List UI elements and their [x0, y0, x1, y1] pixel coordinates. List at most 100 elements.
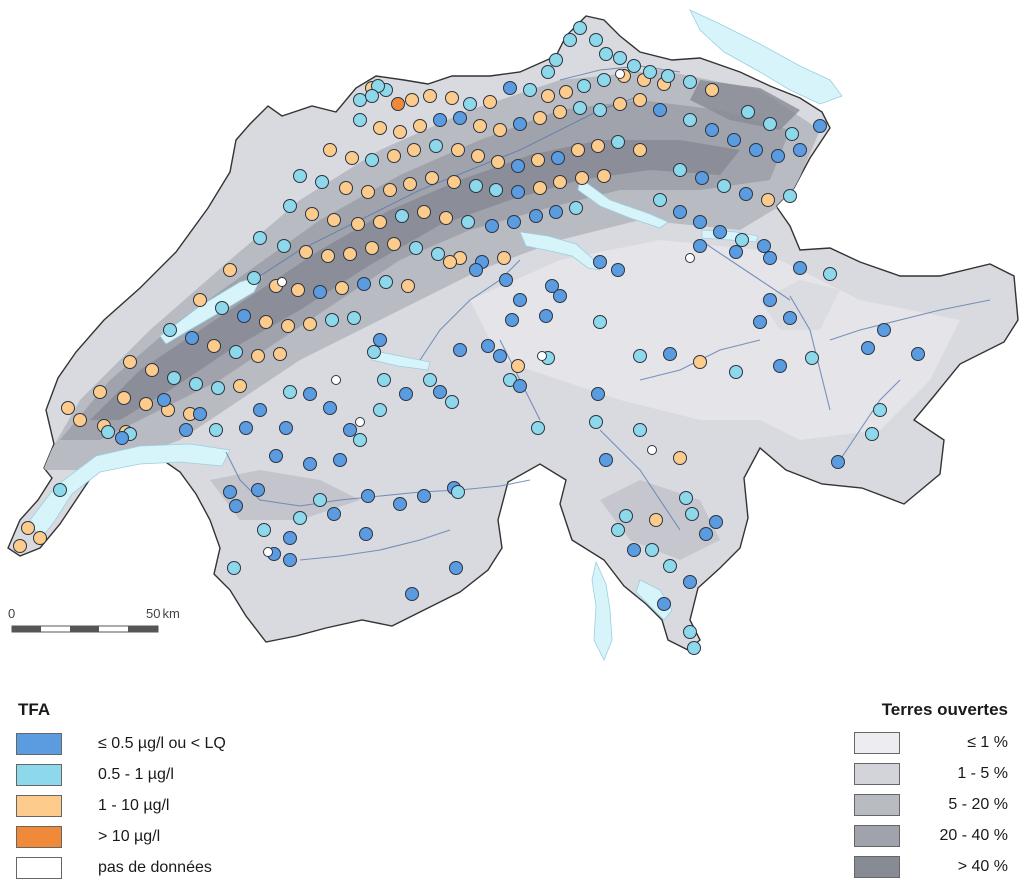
station-point	[33, 531, 47, 545]
station-point	[785, 127, 799, 141]
station-point	[757, 239, 771, 253]
station-point	[283, 199, 297, 213]
station-point	[663, 347, 677, 361]
station-point	[365, 89, 379, 103]
station-point	[597, 169, 611, 183]
station-point	[391, 97, 405, 111]
switzerland-map: 0 50 km	[7, 9, 1019, 661]
lake-zurich	[577, 177, 669, 229]
station-point	[553, 175, 567, 189]
station-point	[387, 237, 401, 251]
station-point	[239, 421, 253, 435]
station-point	[683, 75, 697, 89]
tfa-swatch	[16, 795, 62, 817]
station-point	[373, 403, 387, 417]
terres-legend-title: Terres ouvertes	[881, 700, 1008, 719]
station-point	[861, 341, 875, 355]
station-point	[315, 175, 329, 189]
station-point	[529, 209, 543, 223]
station-point	[633, 143, 647, 157]
station-point	[453, 111, 467, 125]
station-point	[277, 277, 287, 287]
terres-swatch	[854, 856, 900, 878]
station-point	[123, 355, 137, 369]
station-point	[739, 187, 753, 201]
tfa-legend-label: ≤ 0.5 µg/l ou < LQ	[98, 735, 226, 752]
station-point	[417, 205, 431, 219]
station-point	[533, 181, 547, 195]
station-point	[541, 65, 555, 79]
station-point	[139, 397, 153, 411]
station-point	[673, 451, 687, 465]
tfa-legend-label: 1 - 10 µg/l	[98, 797, 170, 814]
station-point	[53, 483, 67, 497]
station-point	[481, 339, 495, 353]
station-point	[687, 641, 701, 655]
station-point	[61, 401, 75, 415]
station-point	[449, 561, 463, 575]
tfa-legend-item: 1 - 10 µg/l	[16, 794, 336, 818]
station-point	[409, 241, 423, 255]
station-point	[551, 151, 565, 165]
station-point	[145, 363, 159, 377]
station-point	[813, 119, 827, 133]
tfa-legend-label: > 10 µg/l	[98, 828, 161, 845]
station-point	[685, 253, 695, 263]
station-point	[553, 289, 567, 303]
station-point	[591, 387, 605, 401]
scale-start-label: 0	[8, 606, 15, 621]
station-point	[377, 373, 391, 387]
station-point	[491, 155, 505, 169]
station-point	[425, 171, 439, 185]
station-point	[253, 403, 267, 417]
station-point	[433, 113, 447, 127]
station-point	[575, 171, 589, 185]
station-point	[783, 189, 797, 203]
station-point	[793, 261, 807, 275]
station-point	[633, 93, 647, 107]
station-point	[541, 89, 555, 103]
station-point	[93, 385, 107, 399]
station-point	[451, 143, 465, 157]
station-point	[497, 251, 511, 265]
station-point	[431, 247, 445, 261]
station-point	[443, 255, 457, 269]
station-point	[469, 263, 483, 277]
station-point	[367, 345, 381, 359]
station-point	[763, 293, 777, 307]
tfa-legend-label: 0.5 - 1 µg/l	[98, 766, 174, 783]
station-point	[489, 183, 503, 197]
station-point	[717, 179, 731, 193]
station-point	[593, 103, 607, 117]
station-point	[117, 391, 131, 405]
station-point	[305, 207, 319, 221]
terres-legend-item: 20 - 40 %	[854, 825, 1008, 849]
station-point	[395, 209, 409, 223]
station-point	[569, 201, 583, 215]
station-point	[735, 233, 749, 247]
station-point	[493, 349, 507, 363]
station-point	[303, 457, 317, 471]
station-point	[511, 359, 525, 373]
station-point	[713, 225, 727, 239]
station-point	[771, 149, 785, 163]
station-point	[405, 93, 419, 107]
station-point	[471, 149, 485, 163]
terres-legend-item: ≤ 1 %	[854, 732, 1008, 756]
station-point	[293, 511, 307, 525]
station-point	[73, 413, 87, 427]
terres-legend-label: 5 - 20 %	[948, 796, 1008, 813]
tfa-swatch	[16, 733, 62, 755]
station-point	[709, 515, 723, 529]
station-point	[761, 193, 775, 207]
station-point	[447, 175, 461, 189]
lake-neuchatel	[159, 275, 263, 345]
station-point	[13, 539, 27, 553]
station-point	[683, 113, 697, 127]
station-point	[493, 123, 507, 137]
station-point	[513, 379, 527, 393]
station-point	[323, 143, 337, 157]
station-point	[831, 455, 845, 469]
station-point	[693, 239, 707, 253]
station-point	[485, 219, 499, 233]
